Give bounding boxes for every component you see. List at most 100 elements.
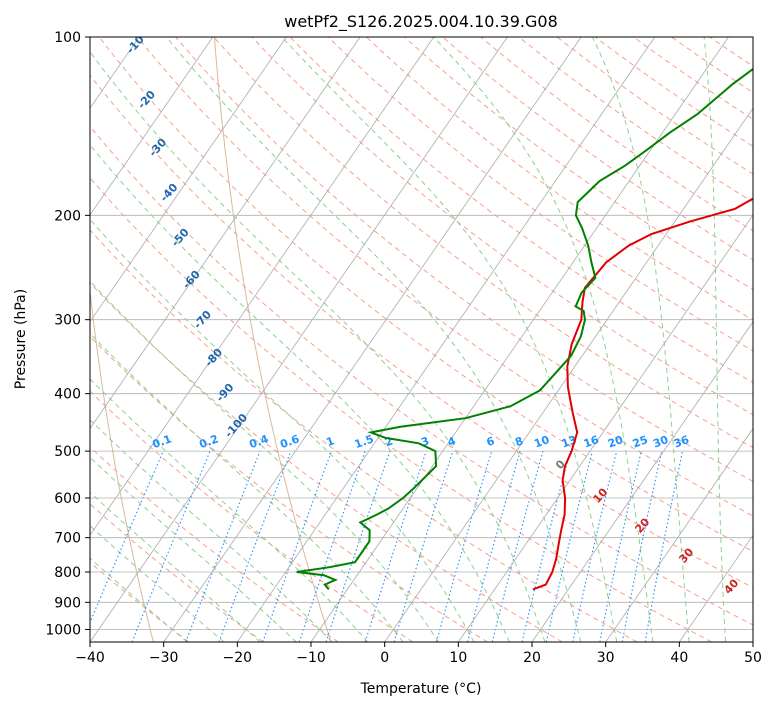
mixing-ratio-line	[491, 450, 544, 642]
dry-adiabat-line	[90, 446, 339, 642]
dry-adiabat-line	[289, 37, 753, 383]
isotherm-line	[605, 427, 753, 642]
dry-adiabat-line	[137, 37, 753, 517]
moist-adiabat-line	[433, 37, 654, 642]
y-tick-label: 200	[54, 208, 81, 224]
x-tick-label: −40	[75, 650, 105, 666]
mixing-ratio-label: 6	[485, 434, 497, 449]
y-tick-label: 900	[54, 595, 81, 611]
mixing-ratio-label: 36	[672, 433, 691, 451]
moist-adiabat-line	[90, 332, 404, 642]
moist-adiabat-line	[703, 37, 727, 642]
x-tick-label: 20	[523, 650, 541, 666]
chart-title: wetPf2_S126.2025.004.10.39.G08	[284, 12, 558, 32]
dry-adiabat-line	[90, 74, 753, 589]
mixing-ratio-line	[325, 450, 391, 642]
isotherm-line	[236, 37, 656, 642]
mixing-ratio-label: 4	[446, 434, 458, 449]
mixing-ratio-label: 0.4	[248, 432, 271, 451]
y-tick-label: 100	[54, 30, 81, 46]
y-tick-label: 700	[54, 531, 81, 547]
dry-adiabat-line	[90, 282, 563, 642]
moist-adiabat-line	[90, 378, 369, 642]
moist-adiabat-line	[281, 37, 618, 642]
mixing-ratio-label: 30	[651, 433, 670, 451]
x-tick-label: −10	[296, 650, 326, 666]
isotherm-line	[90, 37, 361, 430]
moist-adiabat-line	[90, 419, 333, 642]
dry-adiabat-line	[90, 229, 638, 642]
x-tick-label: 30	[597, 650, 615, 666]
x-tick-label: −30	[149, 650, 179, 666]
mixing-ratio-line	[435, 450, 493, 642]
y-tick-label: 400	[54, 387, 81, 403]
profile-lines	[296, 67, 753, 591]
mixing-ratio-line	[262, 450, 333, 642]
dry-adiabat-line	[90, 125, 753, 626]
mixing-ratio-label: 10	[532, 433, 551, 451]
y-tick-label: 500	[54, 444, 81, 460]
isotherm-line	[678, 534, 753, 642]
x-tick-label: 40	[670, 650, 688, 666]
isotherm-line	[457, 214, 753, 642]
x-tick-label: −20	[223, 650, 253, 666]
y-tick-label: 600	[54, 491, 81, 507]
curved-background-line	[214, 37, 332, 642]
isotherm-line	[163, 37, 582, 642]
dry-adiabat-line	[90, 177, 712, 642]
mixing-ratio-label: 3	[419, 434, 431, 449]
mixing-ratio-label: 1.5	[353, 432, 376, 451]
moist-adiabat-line	[90, 491, 261, 642]
mixing-ratio-line	[466, 450, 521, 642]
isotherm-line	[90, 37, 508, 642]
curved-background-line	[90, 287, 154, 642]
x-axis-label: Temperature (°C)	[360, 681, 482, 697]
mixing-ratio-label: 8	[513, 434, 525, 449]
dewpoint-profile-line	[296, 67, 753, 591]
moist-adiabat-line	[591, 37, 690, 642]
isotherm-line	[531, 321, 753, 642]
dry-adiabat-line	[556, 37, 753, 175]
isotherm-line	[384, 107, 753, 642]
mixing-ratio-line	[621, 450, 663, 642]
mixing-ratio-line	[521, 450, 571, 642]
mixing-ratio-label: 0.6	[278, 432, 301, 451]
mixing-ratio-label: 0.1	[151, 432, 174, 451]
y-tick-label: 300	[54, 313, 81, 329]
mixing-ratio-label: 0.2	[198, 432, 221, 451]
x-axis-ticks: −40 −30 −20 −10 0 10 20 30 40 50	[75, 642, 762, 666]
mixing-ratio-line	[298, 450, 366, 642]
dry-adiabat-line	[90, 503, 264, 642]
isotherm-line	[90, 37, 287, 323]
temperature-profile-line	[532, 197, 753, 591]
mixing-ratio-line	[364, 450, 427, 642]
y-axis-ticks: 100 200 300 400 500 600 700 800 900 1000	[45, 30, 90, 638]
mixing-ratio-label: 1	[324, 434, 336, 449]
y-tick-label: 800	[54, 565, 81, 581]
mixing-ratio-label: 2	[383, 434, 395, 449]
x-tick-label: 50	[744, 650, 762, 666]
mixing-ratio-label: 20	[606, 433, 625, 451]
mixing-ratio-line	[572, 450, 618, 642]
plot-frame	[89, 36, 754, 643]
mixing-ratio-label: 16	[582, 433, 601, 451]
dry-adiabat-line	[366, 37, 753, 321]
dry-adiabat-line	[98, 37, 753, 552]
moist-adiabat-line	[90, 218, 475, 642]
x-tick-label: 0	[380, 650, 389, 666]
moist-adiabat-line	[90, 525, 225, 642]
mixing-ratio-line	[644, 450, 684, 642]
y-tick-label: 1000	[45, 622, 81, 638]
background-lines	[90, 37, 753, 642]
x-tick-label: 10	[449, 650, 467, 666]
dry-adiabat-line	[251, 37, 753, 416]
moist-adiabat-line	[90, 51, 546, 642]
moist-adiabat-line	[90, 144, 510, 642]
mixing-ratio-line	[90, 450, 164, 624]
dry-adiabat-line	[518, 37, 753, 203]
mixing-ratio-label: 25	[631, 433, 650, 450]
mixing-ratio-line	[393, 450, 454, 642]
